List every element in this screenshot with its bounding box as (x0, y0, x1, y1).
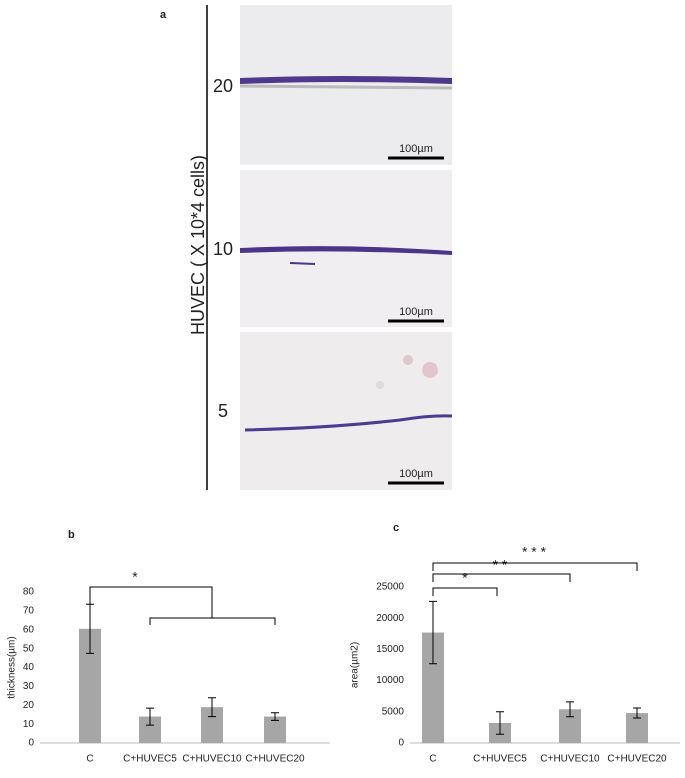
bar (626, 713, 648, 743)
scale-bar-label: 100µm (399, 468, 433, 480)
x-tick-label: C (86, 754, 93, 765)
y-tick-label: 20000 (376, 613, 404, 624)
axis-label: HUVEC ( X 10*4 cells) (188, 155, 208, 335)
micrograph (239, 5, 453, 490)
error-bar (271, 712, 279, 721)
bar (79, 628, 101, 743)
y-tick-label: 0 (28, 738, 34, 749)
panel-label: b (68, 529, 75, 541)
significance-bracket (89, 586, 213, 618)
significance-bracket (432, 562, 638, 571)
bar (139, 716, 161, 743)
x-tick-label: C+HUVEC10 (182, 754, 242, 765)
error-bar (429, 600, 437, 665)
y-tick-label: 50 (23, 643, 35, 654)
significance-label: * * * (522, 544, 547, 560)
y-tick-label: 0 (398, 738, 404, 749)
error-bar (566, 701, 574, 718)
y-tick-label: 40 (23, 662, 35, 673)
x-tick-label: C (429, 754, 436, 765)
significance-label: * * (493, 557, 508, 573)
significance-label: * (462, 570, 468, 586)
y-axis-label: area(µm2) (350, 642, 361, 688)
y-tick-label: 80 (23, 587, 35, 598)
row-label: 10 (213, 239, 233, 259)
panel-label: a (160, 9, 167, 21)
y-tick-label: 20 (23, 700, 35, 711)
y-tick-label: 70 (23, 606, 35, 617)
error-bar (633, 707, 641, 719)
error-bar (146, 707, 154, 726)
scale-bar-label: 100µm (399, 306, 433, 318)
bar (559, 709, 581, 743)
y-tick-label: 5000 (382, 706, 405, 717)
bar (201, 707, 223, 743)
significance-bracket (149, 617, 276, 625)
bar (422, 632, 444, 743)
x-tick-label: C+HUVEC5 (123, 754, 177, 765)
row-label: 5 (218, 401, 228, 421)
y-tick-label: 10 (23, 719, 35, 730)
y-tick-label: 60 (23, 624, 35, 635)
significance-bracket (432, 587, 498, 596)
x-tick-label: C+HUVEC20 (245, 754, 305, 765)
y-tick-label: 10000 (376, 675, 404, 686)
significance-label: * (132, 569, 138, 585)
scale-bar (388, 156, 444, 485)
row-label: 20 (213, 76, 233, 96)
x-tick-label: C+HUVEC10 (540, 754, 600, 765)
y-tick-label: 15000 (376, 644, 404, 655)
error-bar (496, 711, 504, 735)
panel-label: c (393, 522, 399, 534)
y-tick-label: 30 (23, 681, 35, 692)
y-tick-label: 25000 (376, 582, 404, 593)
x-tick-label: C+HUVEC20 (607, 754, 667, 765)
x-tick-label: C+HUVEC5 (473, 754, 527, 765)
scale-bar-label: 100µm (399, 143, 433, 155)
error-bar (208, 697, 216, 718)
significance-bracket (432, 573, 571, 582)
bar (264, 716, 286, 743)
y-axis-label: thickness(µm) (7, 636, 18, 698)
